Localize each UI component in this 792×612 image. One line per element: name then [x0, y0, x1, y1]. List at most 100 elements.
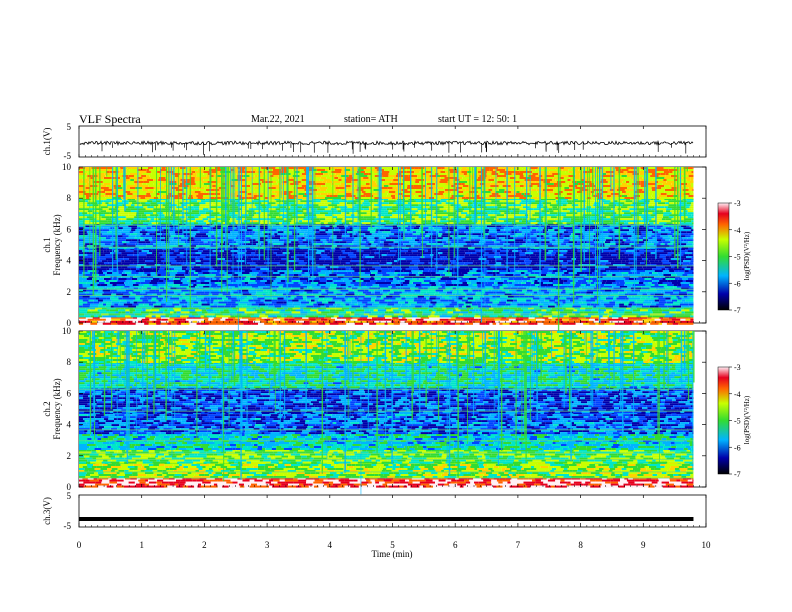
spectrogram-cell — [274, 258, 282, 261]
spectrogram-cell — [209, 289, 219, 292]
spectrogram-cell — [85, 291, 89, 294]
spectrogram-cell — [174, 250, 179, 253]
spectrogram-cell — [591, 315, 600, 318]
spectrogram-cell — [334, 227, 339, 230]
spectrogram-cell — [569, 320, 576, 323]
spectrogram-cell — [219, 291, 226, 294]
spectrogram-cell — [636, 270, 646, 272]
spectrogram-cell — [177, 272, 185, 274]
spectrogram-cell — [494, 316, 502, 319]
spectrogram-cell — [248, 299, 254, 302]
spectrogram-cell — [420, 316, 427, 319]
spectrogram-cell — [512, 315, 517, 318]
spectrogram-cell — [146, 227, 151, 230]
spectrogram-cell — [440, 303, 444, 306]
spectrogram-cell — [446, 227, 453, 230]
spectrogram-cell — [622, 291, 627, 294]
spectrogram-cell — [557, 316, 564, 319]
spectrogram-cell — [375, 299, 380, 302]
spectrogram-cell — [319, 284, 324, 286]
spectrogram-cell — [476, 270, 483, 272]
spectrogram-cell — [469, 229, 474, 232]
spectrogram-cell — [428, 270, 432, 272]
spectrogram-cell — [395, 231, 404, 234]
spectrogram-cell — [228, 309, 238, 312]
spectrogram-cell — [248, 318, 256, 321]
spectrogram-cell — [484, 231, 489, 234]
spectrogram-cell — [392, 266, 401, 269]
spectrogram-cell — [505, 237, 514, 240]
spectrogram-cell — [397, 260, 407, 263]
spectrogram-cell — [90, 285, 98, 288]
spectrogram-cell — [325, 274, 330, 276]
spectrogram-cell — [133, 252, 140, 255]
spectrogram-cell — [316, 301, 322, 304]
spectrogram-cell — [325, 258, 334, 261]
spectrogram-cell — [421, 237, 425, 240]
spectrogram-cell — [426, 258, 435, 261]
spectrogram-cell — [287, 311, 292, 314]
spectrogram-cell — [521, 282, 526, 284]
spectrogram-cell — [553, 284, 562, 286]
spectrogram-cell — [687, 250, 694, 253]
spectrogram-cell — [160, 237, 166, 240]
spectrogram-cell — [225, 295, 231, 298]
spectrogram-cell — [553, 258, 557, 261]
spectrogram-cell — [380, 239, 387, 242]
spectrogram-cell — [174, 268, 182, 271]
spectrogram-cell — [576, 256, 581, 259]
spectrogram-cell — [264, 297, 273, 300]
spectrogram-cell — [289, 291, 295, 294]
spectrogram-cell — [455, 318, 464, 321]
spectrogram-cell — [200, 322, 209, 325]
spectrogram-cell — [643, 303, 647, 306]
spectrogram-cell — [163, 311, 171, 314]
spectrogram-cell — [244, 233, 250, 236]
spectrogram-cell — [418, 287, 424, 290]
spectrogram-cell — [617, 309, 625, 312]
spectrogram-cell — [151, 258, 157, 261]
spectrogram-cell — [319, 258, 326, 261]
spectrogram-cell — [395, 297, 402, 300]
spectrogram-cell — [525, 262, 531, 265]
spectrogram-cell — [159, 241, 165, 244]
spectrogram-cell — [174, 229, 180, 232]
spectrogram-cell — [332, 254, 341, 257]
spectrogram-cell — [95, 225, 102, 228]
spectrogram-cell — [212, 250, 216, 253]
spectrogram-cell — [307, 250, 313, 253]
spectrogram-cell — [609, 301, 616, 304]
spectrogram-cell — [386, 254, 396, 257]
spectrogram-cell — [615, 250, 621, 253]
spectrogram-cell — [231, 299, 240, 302]
spectrogram-cell — [602, 315, 609, 318]
spectrogram-cell — [259, 252, 267, 255]
spectrogram-cell — [286, 303, 293, 306]
spectrogram-cell — [598, 318, 606, 321]
spectrogram-cell — [240, 225, 248, 228]
spectrogram-cell — [590, 282, 594, 284]
spectrogram-cell — [195, 252, 202, 255]
spectrogram-cell — [472, 262, 477, 265]
spectrogram-cell — [423, 270, 429, 272]
spectrogram-cell — [308, 316, 316, 319]
spectrogram-cell — [124, 260, 131, 263]
spectrogram-cell — [431, 274, 441, 276]
spectrogram-cell — [513, 266, 519, 269]
spectrogram-cell — [83, 264, 90, 267]
spectrogram-cell — [341, 299, 346, 302]
spectrogram-cell — [271, 284, 279, 286]
spectrogram-cell — [414, 297, 418, 300]
spectrogram-cell — [325, 315, 334, 318]
spectrogram-cell — [98, 262, 105, 265]
spectrogram-cell — [343, 264, 353, 267]
spectrogram-cell — [687, 293, 693, 296]
spectrogram-cell — [285, 309, 291, 312]
spectrogram-cell — [222, 285, 230, 288]
spectrogram-cell — [92, 316, 100, 319]
spectrogram-cell — [414, 289, 421, 292]
spectrogram-cell — [624, 280, 631, 282]
spectrogram-cell — [220, 227, 229, 230]
spectrogram-cell — [161, 260, 168, 263]
spectrogram-cell — [188, 320, 193, 323]
